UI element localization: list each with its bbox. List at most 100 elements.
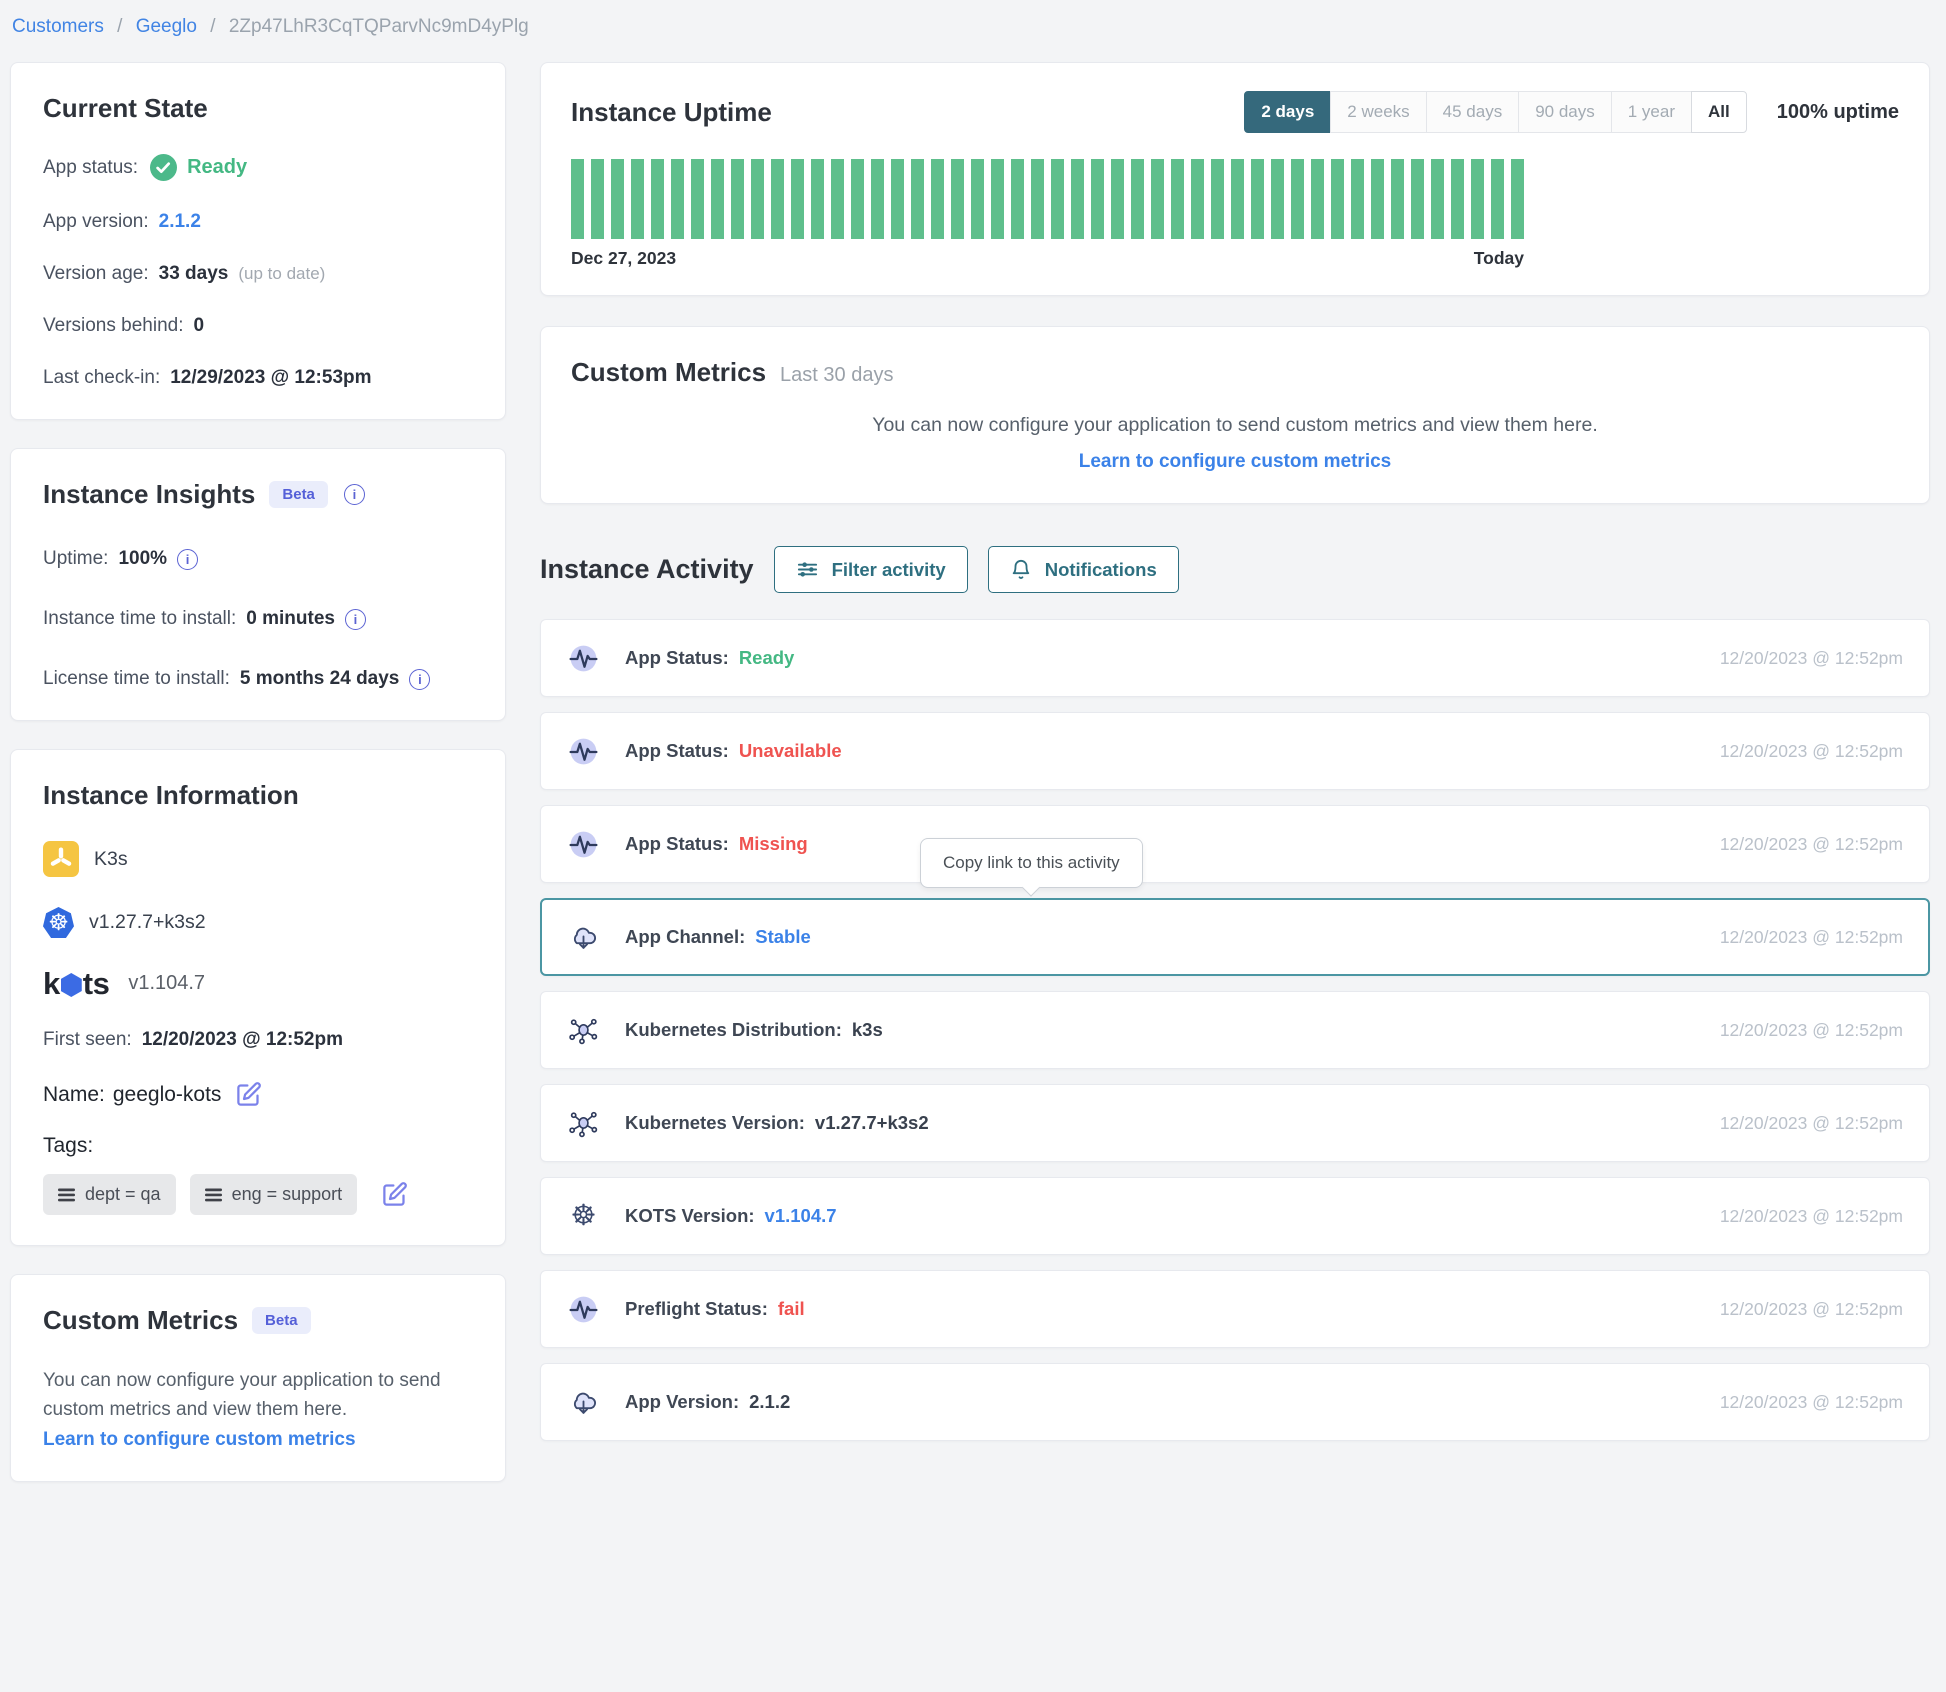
notifications-button[interactable]: Notifications (987, 546, 1179, 593)
uptime-insight-label: Uptime: (43, 548, 109, 569)
tag-row: dept = qa eng = support (43, 1174, 473, 1215)
uptime-bar (771, 159, 784, 239)
kots-hexagon-icon (60, 973, 82, 997)
uptime-bar (731, 159, 744, 239)
uptime-bar (791, 159, 804, 239)
uptime-bar (1091, 159, 1104, 239)
kots-logo: k ts (43, 966, 110, 1001)
breadcrumb-link-customer[interactable]: Geeglo (135, 16, 197, 37)
uptime-bar (691, 159, 704, 239)
pulse-icon (567, 828, 600, 861)
activity-row-preflight-status[interactable]: Preflight Status: fail 12/20/2023 @ 12:5… (540, 1270, 1930, 1348)
activity-value: Ready (738, 647, 795, 668)
activity-row-app-status-unavailable[interactable]: App Status: Unavailable 12/20/2023 @ 12:… (540, 712, 1930, 790)
instance-time-to-install-row: Instance time to install: 0 minutes i (43, 608, 473, 630)
activity-timestamp: 12/20/2023 @ 12:52pm (1719, 833, 1903, 854)
info-icon[interactable]: i (177, 548, 199, 570)
copy-link-tooltip[interactable]: Copy link to this activity (920, 838, 1143, 888)
uptime-filter-90-days[interactable]: 90 days (1518, 91, 1612, 133)
activity-row-app-version[interactable]: App Version: 2.1.2 12/20/2023 @ 12:52pm (540, 1363, 1930, 1441)
breadcrumb-link-customers[interactable]: Customers (12, 16, 104, 37)
pulse-icon (567, 642, 600, 675)
info-icon[interactable]: i (343, 484, 365, 505)
uptime-bar (971, 159, 984, 239)
uptime-bar (1511, 159, 1524, 239)
activity-label: App Version: (625, 1391, 740, 1412)
uptime-range-filter: 2 days 2 weeks 45 days 90 days 1 year Al… (1244, 91, 1747, 133)
current-state-card: Current State App status: Ready App vers… (10, 62, 506, 420)
uptime-bar (991, 159, 1004, 239)
uptime-filter-2-weeks[interactable]: 2 weeks (1330, 91, 1427, 133)
instance-name-row: Name: geeglo-kots (43, 1081, 473, 1108)
uptime-bar (1471, 159, 1484, 239)
custom-metrics-left-title: Custom Metrics (43, 1305, 239, 1335)
uptime-filter-2-days[interactable]: 2 days (1244, 91, 1332, 133)
uptime-bar (671, 159, 684, 239)
kubernetes-version-row: ☸ v1.27.7+k3s2 (43, 907, 473, 938)
instance-insights-card: Instance Insights Beta i Uptime: 100% i … (10, 448, 506, 721)
tag-eng-support[interactable]: eng = support (189, 1174, 358, 1215)
activity-value: Unavailable (738, 740, 842, 761)
uptime-bar (911, 159, 924, 239)
app-status-label: App status: (43, 156, 139, 178)
uptime-bar (1391, 159, 1404, 239)
breadcrumb-separator: / (210, 16, 216, 37)
drag-handle-icon (58, 1188, 75, 1201)
pulse-icon (567, 1293, 600, 1326)
check-circle-icon (150, 154, 178, 181)
kubernetes-version-value: v1.27.7+k3s2 (89, 911, 206, 933)
activity-row-app-channel[interactable]: Copy link to this activity App Channel: … (540, 838, 1930, 976)
instance-uptime-card: Instance Uptime 2 days 2 weeks 45 days 9… (540, 62, 1930, 296)
uptime-bar (571, 159, 584, 239)
instance-insights-title: Instance Insights (43, 479, 256, 509)
tag-dept-qa[interactable]: dept = qa (43, 1174, 176, 1215)
last-checkin-value: 12/29/2023 @ 12:53pm (170, 367, 372, 388)
left-column: Current State App status: Ready App vers… (10, 62, 506, 1482)
info-icon[interactable]: i (344, 608, 366, 630)
activity-label: App Status: (625, 740, 729, 761)
uptime-bar (1151, 159, 1164, 239)
drag-handle-icon (204, 1188, 222, 1201)
beta-badge: Beta (269, 481, 328, 508)
activity-row-kubernetes-version[interactable]: Kubernetes Version: v1.27.7+k3s2 12/20/2… (540, 1084, 1930, 1162)
activity-label: Kubernetes Distribution: (625, 1019, 842, 1040)
filter-activity-button[interactable]: Filter activity (773, 546, 968, 593)
info-icon[interactable]: i (409, 668, 431, 690)
cloud-download-icon (567, 1386, 600, 1419)
activity-row-app-status-ready[interactable]: App Status: Ready 12/20/2023 @ 12:52pm (540, 619, 1930, 697)
instance-activity-header: Instance Activity Filter activity Notifi… (540, 546, 1930, 593)
learn-custom-metrics-link[interactable]: Learn to configure custom metrics (43, 1428, 356, 1450)
last-checkin-label: Last check-in: (43, 367, 161, 388)
instance-name-label: Name: (43, 1082, 105, 1106)
uptime-bar (951, 159, 964, 239)
uptime-bar (1231, 159, 1244, 239)
activity-timestamp: 12/20/2023 @ 12:52pm (1719, 740, 1903, 761)
activity-label: App Channel: (625, 926, 746, 947)
version-age-row: Version age: 33 days (up to date) (43, 263, 473, 285)
activity-row-kots-version[interactable]: ☸ KOTS Version: v1.104.7 12/20/2023 @ 12… (540, 1177, 1930, 1255)
edit-tags-icon[interactable] (381, 1181, 408, 1208)
custom-metrics-right-card: Custom Metrics Last 30 days You can now … (540, 326, 1930, 504)
uptime-filter-all[interactable]: All (1691, 91, 1747, 133)
sliders-icon (797, 562, 817, 577)
uptime-filter-45-days[interactable]: 45 days (1425, 91, 1520, 133)
edit-name-icon[interactable] (235, 1081, 262, 1108)
first-seen-label: First seen: (43, 1029, 132, 1050)
kots-version-row: k ts v1.104.7 (43, 968, 473, 999)
cloud-download-icon (567, 921, 600, 954)
uptime-bar (1271, 159, 1284, 239)
activity-timestamp: 12/20/2023 @ 12:52pm (1719, 1391, 1903, 1412)
uptime-bar (1211, 159, 1224, 239)
learn-custom-metrics-link[interactable]: Learn to configure custom metrics (1078, 451, 1392, 472)
uptime-filter-1-year[interactable]: 1 year (1610, 91, 1692, 133)
license-time-to-install-label: License time to install: (43, 668, 230, 689)
uptime-bar (1291, 159, 1304, 239)
uptime-bar (851, 159, 864, 239)
breadcrumb-separator: / (117, 16, 123, 37)
activity-row-kubernetes-distribution[interactable]: Kubernetes Distribution: k3s 12/20/2023 … (540, 991, 1930, 1069)
instance-time-to-install-value: 0 minutes (246, 608, 335, 629)
tags-label: Tags: (43, 1134, 94, 1157)
app-version-link[interactable]: 2.1.2 (158, 211, 201, 232)
activity-row-app-status-missing[interactable]: App Status: Missing 12/20/2023 @ 12:52pm (540, 805, 1930, 883)
custom-metrics-right-body: You can now configure your application t… (872, 414, 1598, 436)
